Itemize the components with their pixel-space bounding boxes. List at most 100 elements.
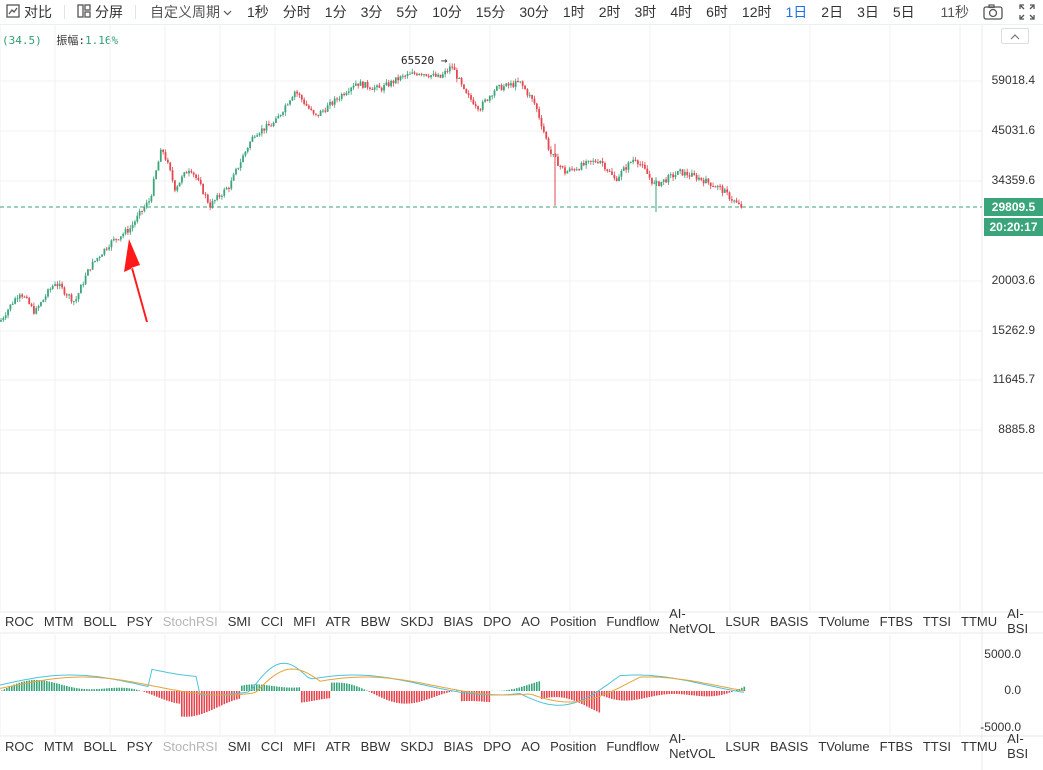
candle-body (246, 147, 249, 152)
indicator-tab-boll[interactable]: BOLL (83, 738, 117, 754)
candle-body (286, 104, 289, 106)
indicator-tab-mfi[interactable]: MFI (293, 613, 316, 629)
indicator-tab-ai-bsi[interactable]: AI-BSI (1007, 606, 1029, 636)
indicator-tab-lsur[interactable]: LSUR (725, 738, 761, 754)
macd-histogram-bar (583, 691, 586, 706)
candle-body (517, 80, 519, 82)
indicator-tab-basis[interactable]: BASIS (770, 738, 809, 754)
macd-histogram-bar (383, 691, 386, 699)
indicator-tab-skdj[interactable]: SKDJ (400, 613, 434, 629)
period-4[interactable]: 5分 (396, 4, 419, 20)
candlestick-chart[interactable] (0, 25, 1043, 770)
indicator-tab-bbw[interactable]: BBW (360, 738, 391, 754)
compare-button[interactable]: 对比 (0, 0, 58, 24)
indicator-tab-ttmu[interactable]: TTMU (961, 738, 998, 754)
period-5[interactable]: 10分 (432, 4, 462, 20)
indicator-tab-ttmu[interactable]: TTMU (961, 613, 998, 629)
period-13[interactable]: 12时 (741, 4, 772, 20)
candle-body (134, 221, 136, 225)
indicator-tab-mtm[interactable]: MTM (43, 738, 74, 754)
indicator-tab-ai-netvol[interactable]: AI-NetVOL (669, 731, 716, 761)
candle-body (686, 171, 689, 176)
period-7[interactable]: 30分 (519, 4, 549, 20)
period-8[interactable]: 1时 (562, 4, 585, 20)
candle-body (601, 161, 604, 164)
indicator-tab-ttsi[interactable]: TTSI (922, 613, 952, 629)
indicator-tab-atr[interactable]: ATR (325, 738, 351, 754)
indicator-tab-tvolume[interactable]: TVolume (818, 613, 870, 629)
indicator-tab-smi[interactable]: SMI (227, 613, 251, 629)
indicator-tab-ftbs[interactable]: FTBS (879, 738, 913, 754)
period-2[interactable]: 1分 (324, 4, 347, 20)
period-9[interactable]: 2时 (598, 4, 621, 20)
candle-body (540, 117, 543, 127)
period-10[interactable]: 3时 (634, 4, 657, 20)
candle-body (512, 83, 515, 87)
indicator-tab-ai-bsi[interactable]: AI-BSI (1007, 731, 1029, 761)
candle-body (169, 162, 172, 171)
period-14[interactable]: 1日 (785, 4, 808, 20)
macd-histogram-bar (218, 691, 221, 707)
macd-histogram-bar (418, 691, 421, 702)
period-0[interactable]: 1秒 (247, 4, 269, 20)
period-15[interactable]: 2日 (821, 4, 844, 20)
indicator-tab-bias[interactable]: BIAS (443, 613, 474, 629)
candle-body (235, 168, 237, 175)
period-6[interactable]: 15分 (475, 4, 506, 20)
indicator-tab-roc[interactable]: ROC (5, 613, 34, 629)
candle-body (674, 174, 677, 178)
indicator-tab-position[interactable]: Position (550, 738, 597, 754)
period-16[interactable]: 3日 (857, 4, 879, 20)
indicator-tab-roc[interactable]: ROC (5, 738, 34, 754)
indicator-tab-position[interactable]: Position (550, 613, 597, 629)
indicator-tab-stochrsi[interactable]: StochRSI (162, 613, 218, 629)
indicator-tab-psy[interactable]: PSY (126, 738, 153, 754)
period-1[interactable]: 分时 (282, 4, 311, 20)
candle-body (594, 160, 597, 163)
indicator-tab-basis[interactable]: BASIS (770, 613, 809, 629)
macd-histogram-bar (428, 691, 431, 699)
indicator-tab-dpo[interactable]: DPO (483, 613, 512, 629)
custom-period-dropdown[interactable]: 自定义周期 (142, 2, 240, 22)
indicator-tab-ai-netvol[interactable]: AI-NetVOL (669, 606, 716, 636)
indicator-tab-bias[interactable]: BIAS (443, 738, 474, 754)
candle-body (662, 179, 665, 182)
indicator-tab-atr[interactable]: ATR (325, 613, 351, 629)
candle-body (28, 297, 31, 305)
period-17[interactable]: 5日 (892, 4, 915, 20)
camera-icon[interactable] (983, 4, 1003, 20)
macd-histogram-bar (1, 690, 3, 691)
indicator-tab-dpo[interactable]: DPO (483, 738, 512, 754)
indicator-tab-stochrsi[interactable]: StochRSI (162, 738, 218, 754)
indicator-tab-ftbs[interactable]: FTBS (879, 613, 913, 629)
candle-body (714, 186, 717, 188)
split-screen-button[interactable]: 分屏 (71, 0, 129, 24)
indicator-tab-smi[interactable]: SMI (227, 738, 251, 754)
indicator-tab-bbw[interactable]: BBW (360, 613, 391, 629)
indicator-tab-boll[interactable]: BOLL (83, 613, 117, 629)
indicator-tab-fundflow[interactable]: Fundflow (606, 738, 660, 754)
indicator-tab-skdj[interactable]: SKDJ (400, 738, 434, 754)
indicator-tab-mtm[interactable]: MTM (43, 613, 74, 629)
indicator-tab-cci[interactable]: CCI (260, 738, 284, 754)
indicator-tab-fundflow[interactable]: Fundflow (606, 613, 660, 629)
period-11[interactable]: 4时 (670, 4, 693, 20)
indicator-tab-psy[interactable]: PSY (126, 613, 153, 629)
indicator-tab-ao[interactable]: AO (521, 738, 541, 754)
macd-histogram-bar (693, 691, 696, 696)
indicator-tab-ttsi[interactable]: TTSI (922, 738, 952, 754)
period-3[interactable]: 3分 (360, 4, 383, 20)
macd-histogram-bar (26, 680, 28, 691)
indicator-tab-mfi[interactable]: MFI (293, 738, 316, 754)
candle-body (357, 83, 360, 86)
fullscreen-icon[interactable] (1019, 4, 1035, 20)
candle-body (251, 136, 254, 142)
indicator-tab-ao[interactable]: AO (521, 613, 541, 629)
collapse-button[interactable] (1001, 28, 1029, 44)
indicator-tab-lsur[interactable]: LSUR (725, 613, 761, 629)
indicator-tab-cci[interactable]: CCI (260, 613, 284, 629)
candle-body (96, 257, 99, 261)
indicator-tab-tvolume[interactable]: TVolume (818, 738, 870, 754)
macd-histogram-bar (643, 691, 646, 699)
period-12[interactable]: 6时 (706, 4, 728, 20)
